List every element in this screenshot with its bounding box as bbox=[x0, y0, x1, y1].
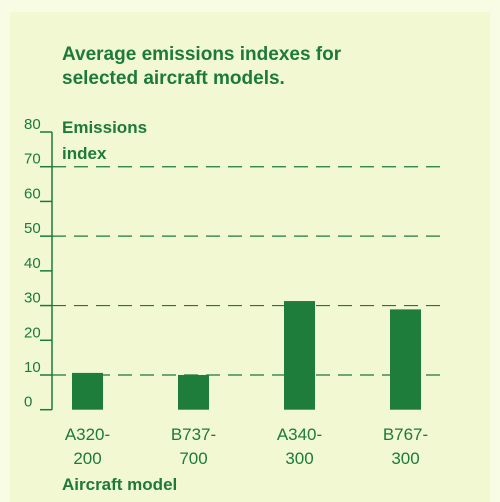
y-tick-label: 40 bbox=[24, 255, 41, 272]
bar bbox=[178, 374, 209, 410]
y-tick-label: 50 bbox=[24, 220, 41, 237]
y-axis-label: index bbox=[62, 144, 107, 163]
bar bbox=[284, 301, 315, 410]
y-tick-label: 80 bbox=[24, 116, 41, 133]
chart-title: Average emissions indexes for bbox=[62, 44, 342, 65]
x-tick-label: B767-300 bbox=[383, 425, 428, 468]
bar bbox=[390, 309, 421, 410]
y-tick-label: 70 bbox=[24, 151, 41, 168]
x-tick-label: B737-700 bbox=[171, 425, 216, 468]
x-axis-label: Aircraft model bbox=[62, 475, 177, 494]
bar bbox=[72, 372, 103, 410]
x-tick-label: A320-200 bbox=[65, 425, 110, 468]
y-tick-label: 20 bbox=[24, 324, 41, 341]
chart-title: selected aircraft models. bbox=[62, 68, 285, 89]
y-tick-label: 60 bbox=[24, 185, 41, 202]
x-tick-label: A340-300 bbox=[277, 425, 322, 468]
y-tick-label: 10 bbox=[24, 359, 41, 376]
y-tick-label: 30 bbox=[24, 290, 41, 307]
y-tick-label: 0 bbox=[24, 394, 32, 411]
panel bbox=[10, 12, 490, 502]
y-axis-label: Emissions bbox=[62, 118, 147, 137]
